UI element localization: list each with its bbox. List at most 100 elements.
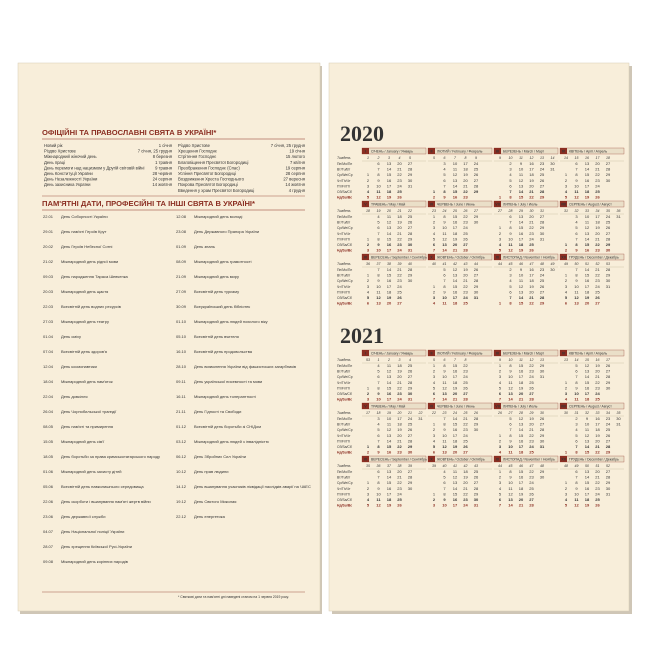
day-number: 3 <box>367 397 370 402</box>
week-number: 45 <box>509 262 513 266</box>
week-number: 40 <box>432 262 436 266</box>
day-number: 6 <box>377 161 380 166</box>
memorial-date: 18.04 <box>43 379 54 384</box>
weekday-label: Пт/Fr/Пт <box>337 184 351 188</box>
weekday-label: Пн/Mo/Пн <box>337 268 352 272</box>
week-number: 5 <box>433 358 435 362</box>
day-number: 30 <box>474 220 479 225</box>
day-number: 5 <box>565 195 568 200</box>
day-number: 27 <box>408 161 413 166</box>
month-name: ВЕРЕСЕНЬ / September / Сентябрь <box>371 457 427 461</box>
day-number: 18 <box>529 278 534 283</box>
day-number: 24 <box>595 391 600 396</box>
week-number: 31 <box>564 209 568 213</box>
day-number: 3 <box>367 491 370 496</box>
month-number-box <box>560 148 567 154</box>
memorial-date: 14.12 <box>176 484 187 489</box>
week-number: 33 <box>596 411 600 415</box>
day-number: 7 <box>443 416 446 421</box>
day-number: 8 <box>377 385 380 390</box>
day-number: 17 <box>453 295 458 300</box>
day-number: 2 <box>367 178 370 183</box>
day-number: 6 <box>575 469 578 474</box>
month-number-box <box>428 456 435 462</box>
day-number: 17 <box>519 236 524 241</box>
month-number: V <box>364 203 367 207</box>
month-number: XII <box>561 458 565 462</box>
day-number: 27 <box>397 301 402 306</box>
memorial-name: Міжнародний день захисту дітей <box>61 469 122 474</box>
day-number: 2 <box>367 278 370 283</box>
day-number: 28 <box>474 278 479 283</box>
day-number: 20 <box>397 374 402 379</box>
day-number: 8 <box>509 225 512 230</box>
weekday-label: Вт/Tu/Вт <box>337 221 351 225</box>
day-number: 29 <box>606 172 611 177</box>
day-number: 18 <box>397 214 402 219</box>
month-number: X <box>430 458 433 462</box>
week-number: 48 <box>564 464 568 468</box>
day-number: 31 <box>616 214 621 219</box>
day-number: 24 <box>474 161 479 166</box>
day-number: 21 <box>595 374 600 379</box>
week-number: 32 <box>585 411 589 415</box>
week-number: 6 <box>444 358 446 362</box>
day-number: 28 <box>540 295 545 300</box>
day-number: 1 <box>433 422 436 427</box>
day-number: 24 <box>529 236 534 241</box>
day-number: 1 <box>367 236 370 241</box>
day-number: 28 <box>540 220 545 225</box>
memorial-name: Всесвітній день навколишнього середовища <box>61 484 144 489</box>
memorial-date: 27.03 <box>43 319 54 324</box>
day-number: 30 <box>606 486 611 491</box>
day-number: 16 <box>387 178 392 183</box>
right-page <box>328 62 630 612</box>
day-number: 6 <box>377 433 380 438</box>
day-number: 25 <box>397 289 402 294</box>
memorial-date: 12.08 <box>176 214 187 219</box>
day-number: 25 <box>595 189 600 194</box>
day-number: 14 <box>442 397 447 402</box>
day-number: 31 <box>408 183 413 188</box>
week-number: 44 <box>498 464 502 468</box>
holiday-date: 14 жовтня <box>285 182 305 187</box>
day-number: 11 <box>387 363 392 368</box>
day-number: 30 <box>474 289 479 294</box>
month-number-box <box>428 148 435 154</box>
day-number: 29 <box>408 172 413 177</box>
week-number: 11 <box>519 156 523 160</box>
day-number: 15 <box>585 450 590 455</box>
day-number: 13 <box>585 469 590 474</box>
day-number: 24 <box>463 374 468 379</box>
day-number: 10 <box>453 161 458 166</box>
day-number: 25 <box>540 172 545 177</box>
day-number: 20 <box>453 450 458 455</box>
day-number: 19 <box>463 475 468 480</box>
day-number: 13 <box>585 231 590 236</box>
day-number: 9 <box>377 450 380 455</box>
month-number: II <box>431 352 433 356</box>
day-number: 6 <box>377 374 380 379</box>
memorial-date: 26.04 <box>43 409 54 414</box>
day-number: 29 <box>408 444 413 449</box>
day-number: 16 <box>387 450 392 455</box>
day-number: 20 <box>453 391 458 396</box>
day-number: 7 <box>377 380 380 385</box>
day-number: 13 <box>442 450 447 455</box>
day-number: 13 <box>453 178 458 183</box>
day-number: 19 <box>585 195 590 200</box>
day-number: 11 <box>376 189 381 194</box>
month-number: IV <box>562 352 566 356</box>
day-number: 20 <box>585 301 590 306</box>
day-number: 27 <box>606 369 611 374</box>
day-number: 10 <box>508 480 513 485</box>
day-number: 18 <box>519 380 524 385</box>
day-number: 17 <box>595 214 600 219</box>
day-number: 18 <box>453 438 458 443</box>
day-number: 22 <box>529 195 534 200</box>
day-number: 12 <box>585 433 590 438</box>
week-number: 15 <box>575 156 579 160</box>
day-number: 30 <box>540 369 545 374</box>
day-number: 23 <box>606 416 611 421</box>
week-number: 11 <box>519 358 523 362</box>
